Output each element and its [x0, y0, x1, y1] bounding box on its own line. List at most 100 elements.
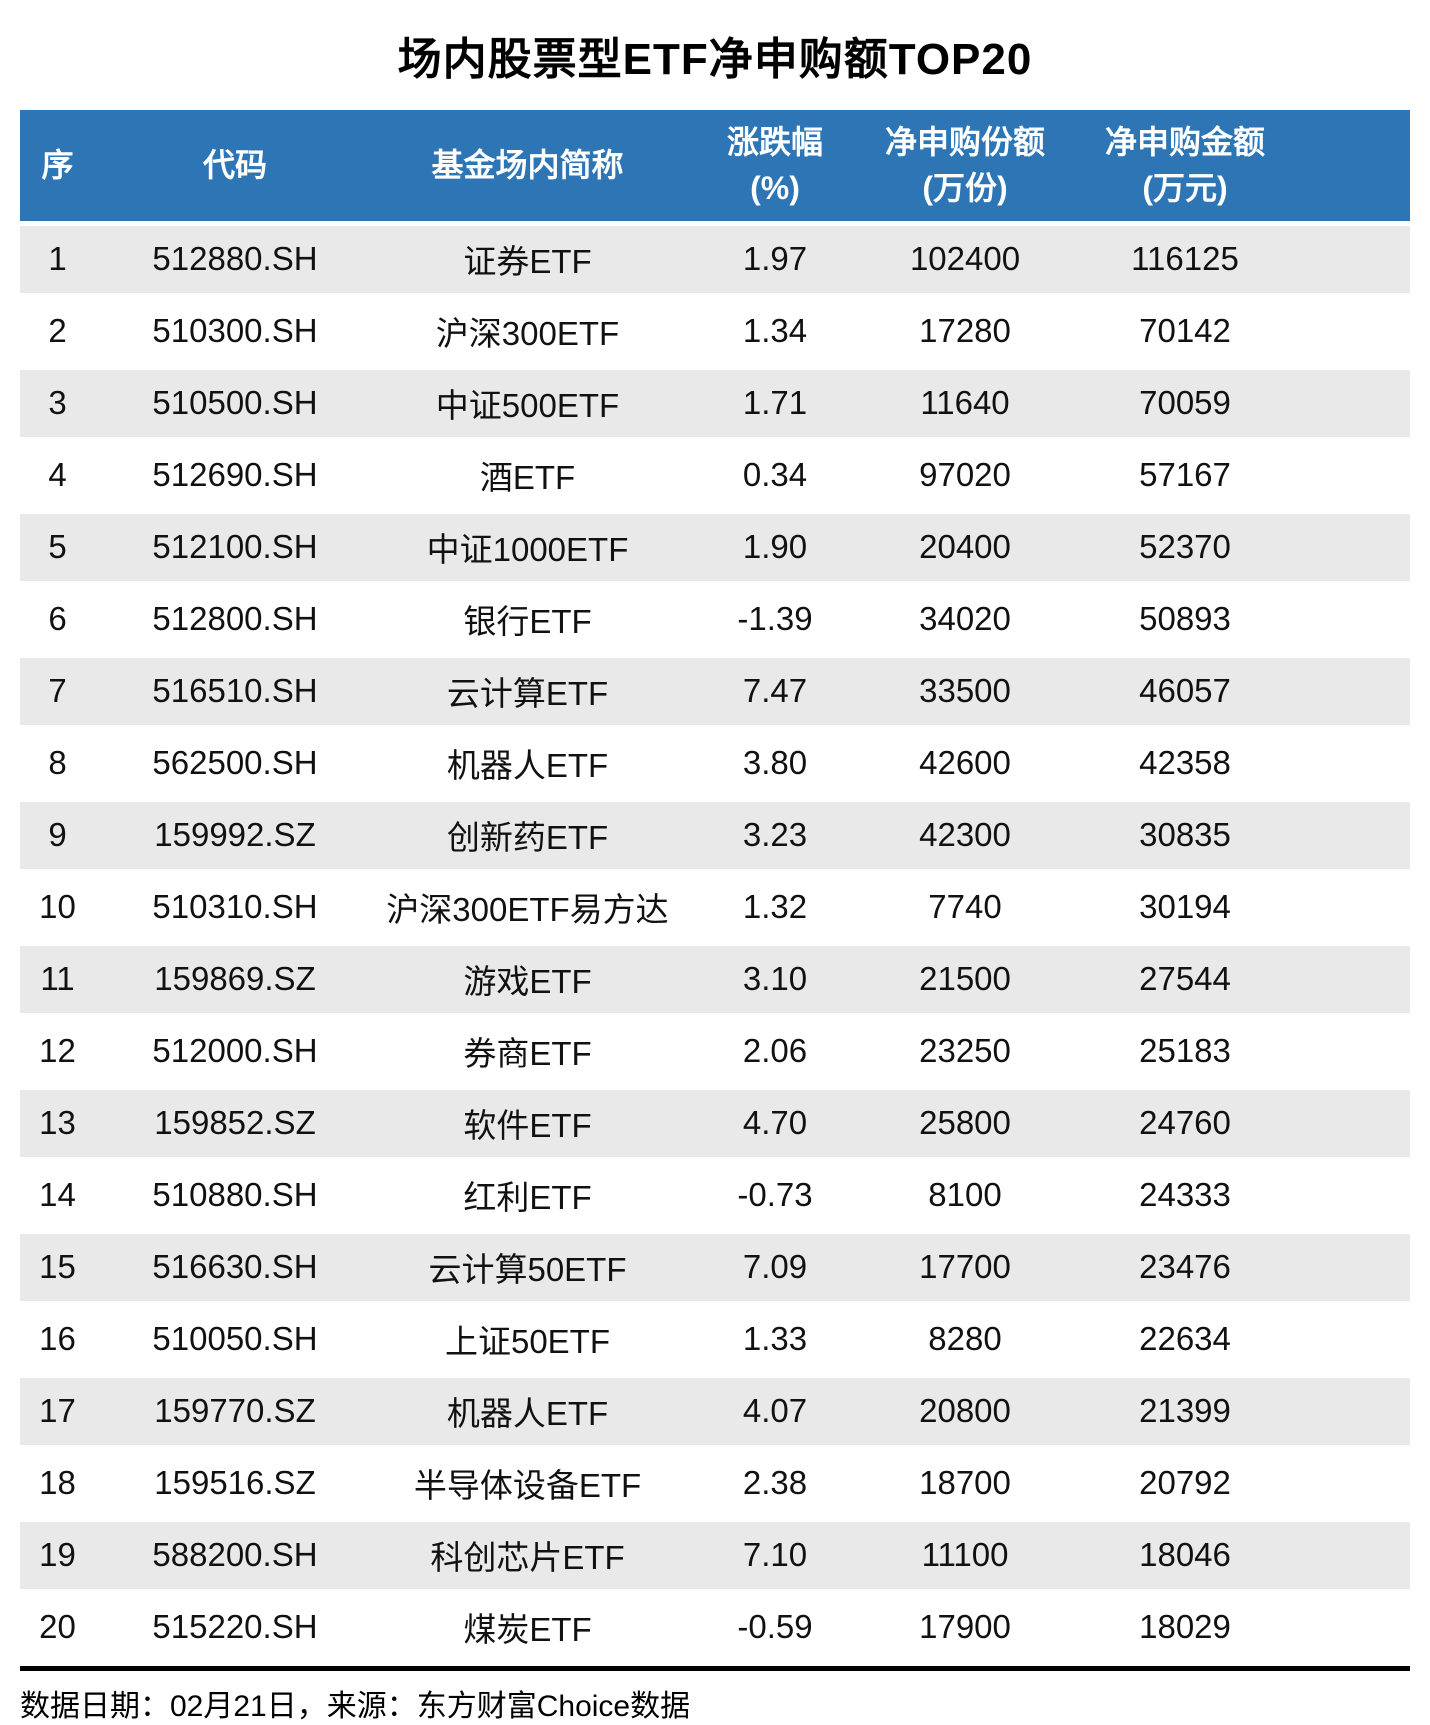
cell-fund-name: 沪深300ETF易方达 [386, 891, 669, 928]
cell-net-shares: 17280 [919, 312, 1011, 349]
cell-fund-name: 云计算50ETF [428, 1251, 627, 1288]
cell-code: 562500.SH [152, 744, 318, 781]
cell-net-shares: 42300 [919, 816, 1011, 853]
cell-net-amount: 24760 [1139, 1104, 1231, 1141]
cell-rank: 15 [39, 1248, 76, 1285]
cell-fund-name: 煤炭ETF [463, 1611, 592, 1648]
cell-change-pct: -0.59 [737, 1608, 813, 1645]
cell-fund-name: 中证1000ETF [426, 531, 629, 568]
cell-net-shares: 23250 [919, 1032, 1011, 1069]
cell-code: 159869.SZ [154, 960, 316, 997]
cell-change-pct: 3.10 [742, 960, 808, 997]
header-net-shares: 净申购份额 (万份) [870, 110, 1060, 223]
cell-fund-name: 机器人ETF [446, 747, 609, 784]
cell-rank: 16 [39, 1320, 76, 1357]
cell-net-amount: 70059 [1139, 384, 1231, 421]
cell-spacer [1310, 1087, 1410, 1159]
table-row: 6 512800.SH 银行ETF -1.39 34020 50893 [20, 583, 1410, 655]
table-row: 5 512100.SH 中证1000ETF 1.90 20400 52370 [20, 511, 1410, 583]
cell-fund-name: 软件ETF [463, 1107, 592, 1144]
cell-net-amount: 20792 [1139, 1464, 1231, 1501]
cell-net-shares: 18700 [919, 1464, 1011, 1501]
cell-fund-name: 红利ETF [463, 1179, 592, 1216]
cell-net-shares: 42600 [919, 744, 1011, 781]
cell-net-amount: 52370 [1139, 528, 1231, 565]
cell-fund-name: 创新药ETF [446, 819, 609, 856]
cell-net-amount: 70142 [1139, 312, 1231, 349]
cell-rank: 8 [48, 744, 67, 781]
cell-code: 588200.SH [152, 1536, 318, 1573]
cell-net-amount: 23476 [1139, 1248, 1231, 1285]
table-row: 15 516630.SH 云计算50ETF 7.09 17700 23476 [20, 1231, 1410, 1303]
cell-spacer [1310, 1447, 1410, 1519]
table-row: 12 512000.SH 券商ETF 2.06 23250 25183 [20, 1015, 1410, 1087]
cell-rank: 6 [48, 600, 67, 637]
cell-net-shares: 97020 [919, 456, 1011, 493]
cell-code: 512800.SH [152, 600, 318, 637]
cell-code: 512100.SH [152, 528, 318, 565]
cell-change-pct: 7.10 [742, 1536, 808, 1573]
cell-spacer [1310, 1231, 1410, 1303]
cell-fund-name: 机器人ETF [446, 1395, 609, 1432]
header-rank: 序 [20, 110, 95, 223]
cell-net-shares: 17900 [919, 1608, 1011, 1645]
header-net-amount-label: 净申购金额 [1104, 123, 1265, 160]
cell-fund-name: 上证50ETF [444, 1323, 611, 1360]
cell-net-amount: 21399 [1139, 1392, 1231, 1429]
cell-net-shares: 34020 [919, 600, 1011, 637]
cell-spacer [1310, 223, 1410, 295]
cell-net-shares: 21500 [919, 960, 1011, 997]
cell-change-pct: 3.80 [742, 744, 808, 781]
table-row: 2 510300.SH 沪深300ETF 1.34 17280 70142 [20, 295, 1410, 367]
cell-change-pct: 2.38 [742, 1464, 808, 1501]
cell-rank: 10 [39, 888, 76, 925]
cell-rank: 18 [39, 1464, 76, 1501]
header-net-shares-unit: (万份) [922, 170, 1008, 207]
cell-code: 512880.SH [152, 240, 318, 277]
cell-net-shares: 17700 [919, 1248, 1011, 1285]
cell-fund-name: 银行ETF [463, 603, 592, 640]
cell-rank: 14 [39, 1176, 76, 1213]
cell-code: 510050.SH [152, 1320, 318, 1357]
cell-code: 515220.SH [152, 1608, 318, 1645]
table-row: 11 159869.SZ 游戏ETF 3.10 21500 27544 [20, 943, 1410, 1015]
cell-rank: 3 [48, 384, 67, 421]
cell-spacer [1310, 1591, 1410, 1663]
header-fund-name: 基金场内简称 [375, 110, 680, 223]
cell-change-pct: -1.39 [737, 600, 813, 637]
header-spacer [1310, 110, 1410, 223]
cell-fund-name: 科创芯片ETF [430, 1539, 625, 1576]
cell-fund-name: 酒ETF [479, 459, 576, 496]
table-row: 20 515220.SH 煤炭ETF -0.59 17900 18029 [20, 1591, 1410, 1663]
cell-code: 510500.SH [152, 384, 318, 421]
cell-change-pct: 7.09 [742, 1248, 808, 1285]
cell-net-amount: 22634 [1139, 1320, 1231, 1357]
header-net-amount: 净申购金额 (万元) [1060, 110, 1310, 223]
cell-net-amount: 18029 [1139, 1608, 1231, 1645]
cell-change-pct: 4.70 [742, 1104, 808, 1141]
cell-change-pct: 1.90 [742, 528, 808, 565]
cell-rank: 4 [48, 456, 67, 493]
cell-net-amount: 46057 [1139, 672, 1231, 709]
cell-net-shares: 20400 [919, 528, 1011, 565]
cell-spacer [1310, 1159, 1410, 1231]
cell-rank: 19 [39, 1536, 76, 1573]
cell-code: 159852.SZ [154, 1104, 316, 1141]
table-row: 18 159516.SZ 半导体设备ETF 2.38 18700 20792 [20, 1447, 1410, 1519]
cell-spacer [1310, 799, 1410, 871]
cell-spacer [1310, 871, 1410, 943]
cell-change-pct: 4.07 [742, 1392, 808, 1429]
cell-net-shares: 8100 [928, 1176, 1002, 1213]
cell-spacer [1310, 1375, 1410, 1447]
cell-net-shares: 8280 [928, 1320, 1002, 1357]
cell-net-shares: 11100 [921, 1536, 1009, 1573]
table-row: 10 510310.SH 沪深300ETF易方达 1.32 7740 30194 [20, 871, 1410, 943]
cell-code: 159516.SZ [154, 1464, 316, 1501]
cell-fund-name: 沪深300ETF [435, 315, 620, 352]
cell-net-amount: 116125 [1131, 240, 1239, 277]
cell-change-pct: 1.32 [742, 888, 808, 925]
cell-spacer [1310, 1303, 1410, 1375]
cell-net-shares: 33500 [919, 672, 1011, 709]
header-net-shares-label: 净申购份额 [884, 123, 1045, 160]
cell-change-pct: 2.06 [742, 1032, 808, 1069]
